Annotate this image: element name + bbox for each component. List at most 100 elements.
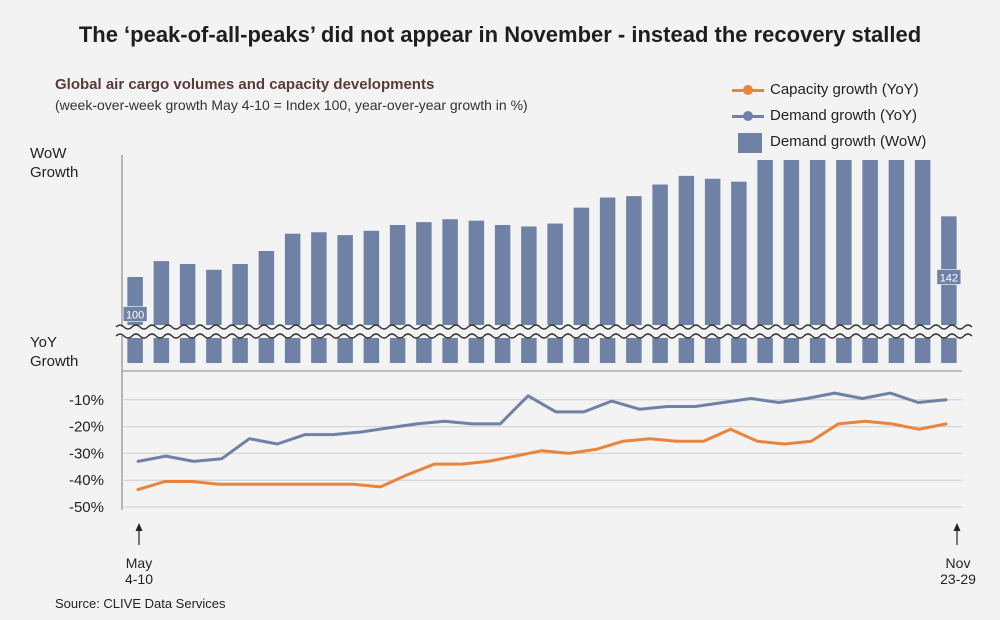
wow-axis-title-line1: WoW [30, 145, 67, 162]
wow-bar-stub [757, 338, 773, 363]
wow-bar [153, 261, 170, 325]
wow-bar [363, 230, 380, 325]
wow-bar-stub [363, 338, 380, 363]
wow-bar [914, 160, 931, 325]
wow-bar-stub [337, 338, 353, 363]
chart-title: The ‘peak-of-all-peaks’ did not appear i… [78, 22, 922, 47]
wow-bar [284, 233, 301, 325]
wow-bar [547, 223, 563, 325]
wow-bar [232, 264, 248, 325]
wow-last-value-label: 142 [940, 273, 958, 285]
axis-break-gap [114, 327, 970, 336]
wow-bar-stub [232, 338, 248, 363]
yoy-tick-label: -20% [69, 419, 104, 436]
end-period-label: Nov 23-29 [930, 555, 986, 587]
wow-bar [468, 220, 485, 325]
wow-bar [731, 181, 747, 325]
wow-bar-stub [416, 338, 432, 363]
wow-bar [416, 222, 432, 325]
demand-yoy-line [136, 391, 948, 463]
chart-subnote: (week-over-week growth May 4-10 = Index … [55, 97, 528, 113]
legend-marker-capacity [743, 85, 753, 95]
wow-bar [836, 160, 852, 325]
wow-bar-stub [862, 338, 878, 363]
yoy-tick-label: -30% [69, 445, 104, 462]
wow-bar-stub [521, 338, 537, 363]
wow-bar [888, 160, 905, 325]
source-note: Source: CLIVE Data Services [55, 596, 226, 611]
wow-bar [678, 175, 695, 325]
yoy-tick-label: -40% [69, 472, 104, 489]
end-period-arrow-head [953, 523, 961, 531]
axis-break-line-top [115, 324, 973, 330]
wow-bar-stub [547, 338, 563, 363]
legend-item-capacity-yoy: Capacity growth (YoY) [732, 80, 926, 106]
yoy-axis-title-line1: YoY [30, 334, 57, 351]
wow-first-value-label-box [122, 306, 148, 322]
wow-axis-title-line2: Growth [30, 164, 79, 181]
end-period-line2: 23-29 [940, 571, 976, 587]
wow-bar [442, 219, 458, 325]
wow-last-value-label-box [936, 269, 962, 285]
wow-bar-stub [127, 338, 143, 363]
wow-bar [783, 160, 800, 325]
legend-label-capacity: Capacity growth (YoY) [770, 81, 919, 98]
wow-bar-stub [836, 338, 852, 363]
wow-bar-stub [731, 338, 747, 363]
wow-bar [337, 235, 353, 325]
wow-bar-stub [284, 338, 301, 363]
wow-bar-stub [783, 338, 800, 363]
wow-bar-stub [153, 338, 170, 363]
wow-bar-stub [704, 338, 721, 363]
wow-bar [206, 269, 222, 325]
wow-bar-stub [888, 338, 905, 363]
capacity-yoy-line [136, 419, 948, 492]
yoy-axis-title: YoY Growth [30, 333, 78, 371]
wow-bar [626, 196, 642, 325]
wow-bar [599, 197, 616, 325]
chart-subtitle: Global air cargo volumes and capacity de… [55, 76, 435, 93]
wow-bar-stub [678, 338, 695, 363]
start-period-line2: 4-10 [124, 571, 154, 587]
wow-bar-stub [206, 338, 222, 363]
wow-bar [494, 225, 511, 325]
legend: Capacity growth (YoY) Demand growth (YoY… [732, 80, 926, 158]
wow-bar [311, 232, 327, 325]
yoy-tick-label: -10% [69, 392, 104, 409]
legend-item-demand-yoy: Demand growth (YoY) [732, 106, 926, 132]
wow-bar-stub [468, 338, 485, 363]
wow-bar-stub [809, 338, 826, 363]
wow-bar [809, 160, 826, 325]
wow-bar [179, 264, 196, 325]
wow-bar [521, 226, 537, 325]
axis-break-line-bottom [115, 333, 973, 339]
wow-bar [704, 178, 721, 325]
wow-bar [389, 225, 406, 325]
wow-bar-stub [914, 338, 931, 363]
end-period-line1: Nov [945, 555, 971, 571]
start-period-line1: May [125, 555, 153, 571]
legend-item-demand-wow: Demand growth (WoW) [732, 132, 926, 158]
start-period-arrow-head [135, 523, 143, 531]
wow-bar-stub [179, 338, 196, 363]
legend-label-demand-yoy: Demand growth (YoY) [770, 107, 918, 124]
wow-bar [862, 160, 878, 325]
wow-bar-stub [442, 338, 458, 363]
legend-label-demand-wow: Demand growth (WoW) [770, 133, 927, 150]
wow-bar-stub [599, 338, 616, 363]
legend-marker-demand-yoy [743, 111, 753, 121]
wow-bar-stub [258, 338, 275, 363]
start-period-label: May 4-10 [116, 555, 162, 587]
wow-bar-stub [389, 338, 406, 363]
wow-first-value-label: 100 [126, 310, 144, 322]
wow-bar [652, 184, 668, 325]
wow-axis-title: WoW Growth [30, 144, 78, 182]
wow-bar-stub [494, 338, 511, 363]
wow-bar [258, 251, 275, 325]
wow-bar [573, 207, 590, 325]
yoy-axis-title-line2: Growth [30, 353, 79, 370]
wow-bar [757, 160, 773, 325]
wow-bar-stub [311, 338, 327, 363]
wow-bar-stub [573, 338, 590, 363]
